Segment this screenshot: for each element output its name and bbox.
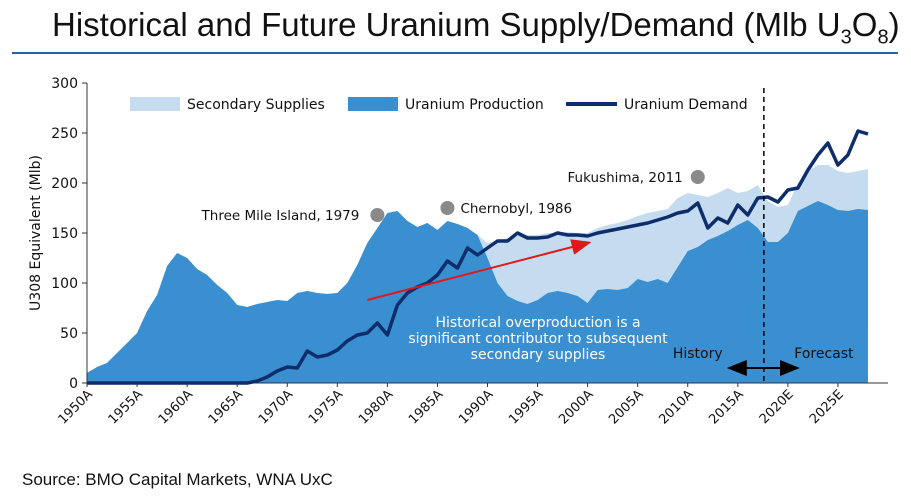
x-tick-label: 1965A bbox=[206, 387, 246, 427]
title-sub-2: 8 bbox=[877, 26, 889, 49]
uranium-demand-line bbox=[87, 129, 869, 385]
x-tick-label: 2025E bbox=[807, 387, 847, 427]
legend-swatch-secondary bbox=[130, 97, 180, 111]
x-tick-label: 1980A bbox=[356, 387, 396, 427]
legend-label-secondary: Secondary Supplies bbox=[187, 97, 325, 113]
y-tick-label: 250 bbox=[51, 126, 78, 142]
title-mid: O bbox=[851, 6, 878, 43]
history-label: History bbox=[673, 346, 723, 362]
overproduction-note: significant contributor to subsequent bbox=[408, 331, 668, 347]
overproduction-note: Historical overproduction is a bbox=[435, 315, 640, 331]
y-tick-label: 200 bbox=[51, 176, 78, 192]
x-tick-label: 1995A bbox=[506, 387, 546, 427]
x-tick-label: 2000A bbox=[556, 387, 596, 427]
x-tick-label: 2015A bbox=[706, 387, 746, 427]
title-main: Historical and Future Uranium Supply/Dem… bbox=[52, 6, 841, 43]
y-tick-label: 300 bbox=[51, 76, 78, 92]
y-tick-label: 150 bbox=[51, 226, 78, 242]
x-tick-label: 2005A bbox=[606, 387, 646, 427]
y-axis-label: U308 Equivalent (Mlb) bbox=[28, 155, 44, 311]
title-sub-1: 3 bbox=[840, 26, 852, 49]
y-tick-label: 100 bbox=[51, 276, 78, 292]
source-note: Source: BMO Capital Markets, WNA UxC bbox=[22, 470, 333, 489]
event-label: Three Mile Island, 1979 bbox=[201, 208, 360, 224]
x-tick-label: 1985A bbox=[406, 387, 446, 427]
legend-label-demand: Uranium Demand bbox=[624, 97, 748, 113]
x-tick-label: 1950A bbox=[56, 387, 96, 427]
x-tick-label: 2020E bbox=[757, 387, 797, 427]
x-tick-label: 1975A bbox=[306, 387, 346, 427]
title-end: ) bbox=[888, 6, 900, 43]
trend-arrow bbox=[367, 239, 592, 301]
forecast-label: Forecast bbox=[794, 346, 854, 362]
x-tick-label: 1960A bbox=[156, 387, 196, 427]
event-label: Fukushima, 2011 bbox=[568, 170, 683, 186]
event-marker bbox=[370, 208, 385, 222]
event-marker bbox=[690, 170, 705, 184]
event-label: Chernobyl, 1986 bbox=[460, 201, 572, 217]
x-tick-label: 1955A bbox=[106, 387, 146, 427]
y-tick-label: 50 bbox=[60, 326, 78, 342]
legend-swatch-production bbox=[348, 97, 398, 111]
x-tick-label: 2010A bbox=[656, 387, 696, 427]
x-tick-label: 1990A bbox=[456, 387, 496, 427]
y-tick-label: 0 bbox=[69, 376, 78, 392]
x-tick-label: 1970A bbox=[256, 387, 296, 427]
legend-label-production: Uranium Production bbox=[405, 97, 544, 113]
event-marker bbox=[440, 201, 455, 215]
chart-title: Historical and Future Uranium Supply/Dem… bbox=[52, 6, 900, 50]
overproduction-note: secondary supplies bbox=[471, 347, 606, 363]
uranium-production-area bbox=[87, 201, 868, 383]
title-rule bbox=[12, 52, 898, 54]
